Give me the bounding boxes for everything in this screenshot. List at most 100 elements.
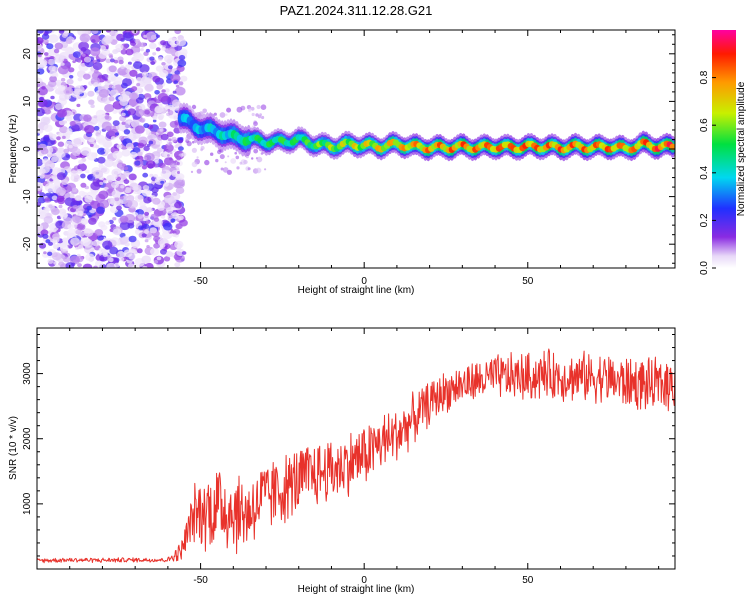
noise-speckle (121, 149, 131, 157)
noise-speckle (149, 227, 158, 234)
noise-speckle (101, 121, 112, 131)
noise-speckle (89, 143, 94, 147)
noise-speckle (160, 248, 168, 255)
noise-speckle (215, 158, 219, 163)
noise-speckle (196, 156, 199, 159)
y-tick-label: 20 (22, 48, 33, 60)
noise-speckle (115, 43, 124, 51)
noise-speckle (105, 30, 112, 33)
noise-speckle (77, 59, 82, 63)
noise-speckle (98, 51, 108, 59)
noise-speckle (149, 56, 155, 61)
noise-speckle (144, 152, 155, 162)
noise-speckle (251, 112, 255, 117)
noise-speckle (160, 133, 169, 141)
noise-speckle (90, 115, 101, 124)
noise-speckle (129, 92, 138, 100)
noise-speckle (72, 187, 78, 192)
noise-speckle (68, 67, 75, 73)
noise-speckle (128, 173, 137, 181)
noise-speckle (72, 60, 76, 64)
noise-speckle (163, 182, 169, 187)
noise-speckle (104, 104, 115, 113)
noise-speckle (63, 256, 71, 263)
noise-speckle (43, 216, 53, 224)
noise-speckle (103, 180, 108, 184)
noise-speckle (253, 148, 259, 154)
noise-speckle (120, 65, 125, 70)
noise-speckle (136, 248, 143, 254)
noise-speckle (113, 262, 120, 268)
noise-speckle (225, 113, 228, 116)
snr-y-ticks: 1000 2000 3000 (22, 334, 675, 570)
snr-y-axis-label: SNR (10 * v/v) (8, 416, 19, 480)
noise-speckle (70, 237, 80, 246)
noise-speckle (93, 69, 99, 74)
noise-speckle (71, 148, 82, 156)
noise-speckle (178, 54, 186, 61)
noise-speckle (83, 73, 91, 80)
noise-speckle (109, 237, 121, 246)
noise-speckle (137, 214, 144, 219)
noise-speckle (89, 201, 95, 206)
noise-speckle (178, 81, 184, 86)
noise-speckle (127, 61, 132, 65)
noise-speckle (124, 199, 133, 207)
noise-speckle (72, 51, 81, 58)
noise-speckle (63, 148, 70, 154)
noise-speckle (137, 142, 145, 149)
noise-speckle (146, 245, 150, 248)
noise-speckle (138, 106, 143, 110)
noise-speckle (165, 251, 174, 258)
noise-speckle (143, 51, 149, 56)
noise-speckle (64, 46, 75, 55)
noise-speckle (68, 144, 73, 149)
noise-speckle (61, 179, 69, 186)
noise-speckle (166, 131, 174, 138)
noise-speckle (51, 252, 62, 261)
noise-speckle (134, 38, 141, 44)
noise-speckle (37, 196, 46, 204)
noise-speckle (111, 190, 121, 198)
colorbar-tick-label: 0.8 (699, 70, 710, 84)
noise-speckle (104, 159, 114, 168)
noise-speckle (63, 86, 73, 95)
noise-speckle (57, 109, 68, 118)
noise-speckle (259, 113, 262, 117)
noise-speckle (90, 181, 101, 191)
noise-speckle (200, 148, 204, 152)
noise-speckle (157, 204, 165, 211)
noise-speckle (75, 229, 82, 235)
noise-speckle (142, 185, 150, 191)
noise-speckle (152, 115, 157, 119)
noise-speckle (140, 76, 152, 85)
noise-speckle (79, 33, 91, 43)
noise-speckle (253, 121, 258, 127)
x-tick-label: -50 (193, 276, 208, 287)
noise-speckle (72, 214, 83, 223)
noise-speckle (192, 140, 195, 144)
noise-speckle (163, 222, 173, 231)
noise-speckle (53, 179, 61, 186)
noise-speckle (123, 166, 129, 171)
noise-speckle (73, 177, 79, 182)
noise-speckle (39, 174, 45, 179)
noise-speckle (44, 182, 56, 192)
noise-speckle (155, 47, 161, 52)
noise-speckle (62, 237, 69, 243)
noise-speckle (177, 215, 184, 221)
y-tick-label: -20 (22, 237, 33, 252)
noise-speckle (174, 30, 181, 35)
noise-speckle (113, 59, 119, 64)
noise-speckle (160, 180, 165, 184)
noise-speckle (67, 224, 74, 230)
noise-speckle (65, 38, 73, 45)
noise-speckle (48, 65, 56, 72)
noise-speckle (97, 156, 106, 164)
x-tick-label: 50 (522, 276, 534, 287)
noise-speckle (144, 211, 150, 216)
noise-speckle (128, 179, 134, 184)
noise-speckle (93, 170, 104, 179)
noise-speckle (249, 107, 252, 111)
noise-speckle (164, 54, 174, 63)
